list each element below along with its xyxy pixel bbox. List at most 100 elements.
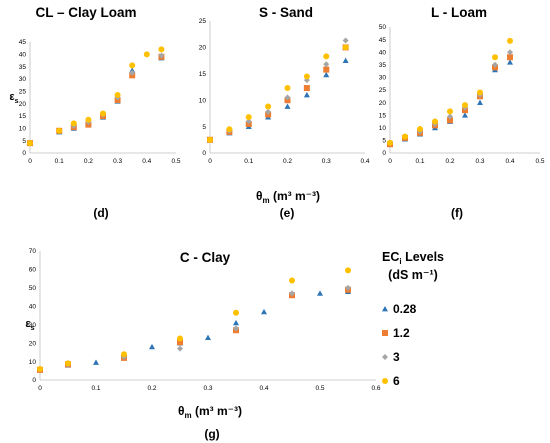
panel-g-xtick: 0.3 [203, 385, 212, 392]
panel-f-point [507, 54, 513, 61]
panel-e-point [245, 114, 252, 121]
panel-e-point [207, 136, 213, 143]
panel-d-series-1.2 [27, 53, 165, 147]
panel-g-xtick: 0.6 [371, 385, 380, 392]
panel-g-point [37, 365, 43, 372]
panel-g-ytick: 60 [29, 267, 37, 274]
panel-d-point [158, 52, 165, 59]
panel-d-xtick: 0.2 [84, 158, 93, 165]
legend-units: (dS m⁻¹) [388, 268, 438, 282]
panel-g-point [177, 339, 183, 346]
panel-g-xtick: 0.1 [91, 385, 100, 392]
panel-f-xtick: 0.1 [415, 158, 424, 165]
panel-g-series-0.28 [37, 288, 351, 373]
panel-e-ytick: 25 [199, 18, 207, 25]
panel-e-point [245, 118, 252, 125]
panel-g-point [345, 284, 351, 291]
panel-e-xlabel: θm (m³ m⁻³) [256, 189, 320, 205]
panel-f-point [507, 49, 513, 56]
panel-g-point [233, 319, 239, 326]
panel-g-ylabel: εs [25, 318, 34, 332]
panel-e-xtick: 0.4 [360, 158, 369, 165]
panel-d-point [114, 92, 121, 99]
panel-f-point [462, 102, 468, 109]
panel-d-xtick: 0.3 [113, 158, 122, 165]
panel-f-xtick: 0.3 [475, 158, 484, 165]
panel-f-xtick: 0.5 [535, 158, 544, 165]
panel-f-point [447, 113, 453, 120]
panel-e-point [303, 85, 310, 92]
panel-g-point [121, 351, 127, 358]
panel-f-point [477, 99, 483, 105]
legend-items: 0.28 1.2 3 6 [382, 302, 417, 388]
panel-f-ytick: 35 [379, 62, 387, 69]
panel-g-point [289, 277, 295, 284]
panel-g: 0 0.1 0.2 0.3 0.4 0.5 0.6 0 10 20 30 40 50 60 70 [29, 248, 381, 392]
panel-g-point [177, 345, 183, 352]
panel-e-point [303, 91, 310, 98]
panel-g-xtick: 0.2 [147, 385, 156, 392]
legend-item: 0.28 [382, 302, 417, 316]
legend-title-sub: i [399, 257, 401, 266]
panel-e-ytick: 20 [199, 45, 207, 52]
legend-title-main: EC [382, 250, 399, 264]
panel-f: 0 0.1 0.2 0.3 0.4 0.5 0 5 10 15 20 25 30 35 40 45 50 [379, 24, 545, 165]
panel-d-point [56, 127, 63, 134]
plot-areas: 0 0.1 0.2 0.3 0.4 0.5 0 5 10 15 20 25 30 35 40 45 0 0.1 0.… [19, 18, 545, 392]
panel-e-point [342, 44, 349, 51]
panel-f-point [477, 89, 483, 96]
panel-g-xlabel: θm (m³ m⁻³) [178, 404, 242, 420]
panel-d-ytick: 15 [19, 113, 27, 120]
panel-f-ytick: 30 [379, 75, 387, 82]
panel-d-xtick: 0 [28, 158, 32, 165]
panel-g-point [233, 325, 239, 332]
panel-f-point [462, 112, 468, 118]
panel-f-label: (f) [451, 206, 463, 220]
panel-f-ytick: 40 [379, 49, 387, 56]
panel-d-xtick: 0.4 [142, 158, 151, 165]
legend-item: 3 [382, 350, 400, 364]
panel-e-point [284, 94, 291, 101]
panel-f-point [492, 61, 498, 68]
panel-d-ytick: 25 [19, 89, 27, 96]
panel-d-ytick: 5 [22, 138, 26, 145]
panel-g-ytick: 70 [29, 248, 37, 255]
panel-e-label: (e) [280, 206, 295, 220]
panel-d-ytick: 0 [22, 150, 26, 157]
panel-d-ylabel: εs [9, 91, 18, 105]
panel-d-point [129, 69, 136, 76]
panel-e-point [226, 126, 233, 133]
panel-d-ytick: 10 [19, 126, 27, 133]
legend-item: 6 [382, 374, 400, 388]
panel-f-point [432, 118, 438, 125]
panel-f-ytick: 20 [379, 100, 387, 107]
panel-e-xtick: 0.3 [322, 158, 331, 165]
panel-g-point [149, 343, 155, 350]
panel-e-ytick: 0 [202, 150, 206, 157]
panel-g-series-1.2 [37, 286, 351, 373]
panel-e: 0 0.1 0.2 0.3 0.4 0 5 10 15 20 25 [199, 18, 370, 165]
panel-f-xtick: 0.2 [445, 158, 454, 165]
panel-d-ytick: 30 [19, 76, 27, 83]
panel-d-point [158, 46, 165, 53]
panel-g-title: C - Clay [180, 250, 231, 265]
panel-f-point [387, 139, 393, 146]
panel-e-point [323, 61, 330, 68]
panel-d-point [70, 120, 77, 127]
legend-title-rest: Levels [402, 250, 444, 264]
panel-d-point [100, 110, 106, 117]
panel-d-xtick: 0.5 [171, 158, 180, 165]
legend-marker [382, 306, 388, 312]
panel-d: 0 0.1 0.2 0.3 0.4 0.5 0 5 10 15 20 25 30 35 40 45 [19, 39, 181, 165]
panel-d-ytick: 45 [19, 39, 27, 46]
panel-d-ytick: 35 [19, 64, 27, 71]
panel-e-ytick: 10 [199, 97, 207, 104]
panel-d-point [129, 62, 136, 69]
panel-d-ytick: 20 [19, 101, 27, 108]
panel-e-point [342, 37, 349, 44]
panel-f-series-0.28 [387, 59, 513, 147]
panel-e-point [323, 71, 330, 78]
panel-f-ytick: 50 [379, 24, 387, 31]
panel-f-point [492, 54, 498, 61]
legend-label: 0.28 [393, 302, 417, 316]
